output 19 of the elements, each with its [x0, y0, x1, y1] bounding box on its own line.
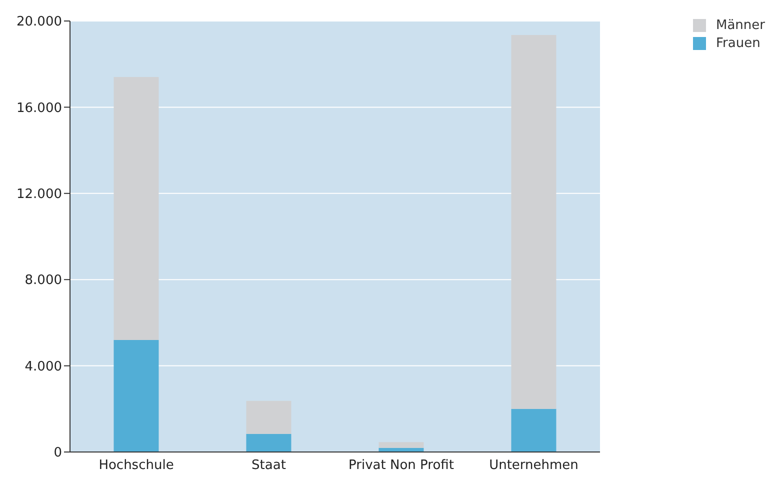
x-tick-label: Privat Non Profit: [348, 458, 454, 474]
bar: [114, 340, 159, 452]
y-tick-label: 20.000: [16, 14, 62, 30]
bar: [246, 400, 292, 434]
bar: [511, 408, 556, 452]
y-tick-label: 4.000: [24, 359, 62, 374]
y-tick-label: 0: [54, 446, 62, 461]
y-tick-label: 8.000: [24, 273, 62, 288]
legend-label: Männer: [716, 18, 766, 33]
y-tick-label: 16.000: [16, 100, 62, 116]
x-tick-label: Staat: [252, 458, 286, 474]
y-tick-label: 12.000: [16, 187, 62, 202]
x-tick-label: Unternehmen: [489, 458, 578, 474]
legend-label: Frauen: [716, 36, 760, 51]
bar: [378, 442, 424, 448]
bar: [246, 434, 292, 452]
bar: [114, 77, 159, 340]
x-tick-label: Hochschule: [98, 458, 174, 474]
bar: [511, 35, 556, 409]
